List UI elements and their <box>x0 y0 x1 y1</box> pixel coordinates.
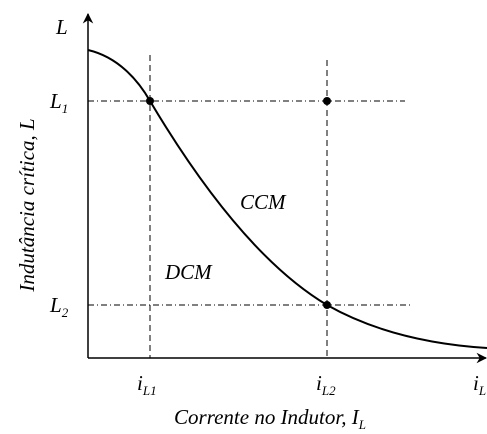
y-symbol: L <box>55 15 68 39</box>
x-mark: iL2 <box>316 371 336 398</box>
point <box>146 97 154 105</box>
x-title: Corrente no Indutor, IL <box>174 405 366 432</box>
x-mark: iL1 <box>137 371 157 398</box>
curve <box>87 49 487 349</box>
region-label: DCM <box>164 260 213 284</box>
y-title: Indutância crítica, L <box>15 118 39 292</box>
region-label: CCM <box>240 190 287 214</box>
point <box>323 97 331 105</box>
x-mark: iL <box>473 371 486 398</box>
point <box>323 301 331 309</box>
y-mark: L2 <box>49 293 69 320</box>
y-mark: L1 <box>49 89 68 116</box>
